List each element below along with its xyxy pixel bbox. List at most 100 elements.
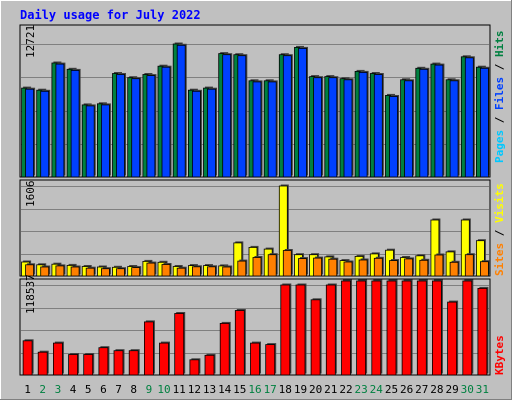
- bar-files-day-11: [176, 44, 186, 178]
- bar-files-day-12: [191, 90, 201, 178]
- bar-sites-day-20: [313, 257, 323, 277]
- bar-files-day-17: [267, 81, 277, 178]
- bar-sites-day-2: [40, 266, 50, 277]
- xtick-day-8: 8: [130, 383, 137, 396]
- xtick-day-22: 22: [339, 383, 352, 396]
- bar-kbytes-day-23: [356, 280, 367, 376]
- bar-sites-day-12: [191, 266, 201, 277]
- bar-files-day-31: [479, 67, 489, 178]
- bar-files-day-3: [55, 63, 65, 178]
- bar-sites-day-15: [237, 260, 247, 277]
- bar-kbytes-day-17: [265, 344, 276, 376]
- xtick-day-9: 9: [146, 383, 153, 396]
- bar-sites-day-29: [449, 261, 459, 277]
- bar-kbytes-day-13: [204, 354, 215, 376]
- ytick-kbytes: 118537: [24, 274, 37, 314]
- bar-files-day-26: [404, 80, 414, 178]
- bar-files-day-22: [343, 79, 353, 178]
- bar-sites-day-16: [252, 257, 262, 277]
- bar-sites-day-27: [419, 259, 429, 277]
- legend-pages: Pages: [493, 130, 506, 163]
- bar-files-day-13: [207, 88, 216, 178]
- bar-kbytes-day-26: [401, 280, 412, 376]
- bar-sites-day-10: [161, 264, 171, 277]
- bar-sites-day-28: [434, 254, 444, 277]
- bar-files-day-29: [449, 80, 459, 178]
- bar-kbytes-day-1: [22, 340, 33, 376]
- bar-files-day-18: [282, 55, 292, 178]
- xtick-day-28: 28: [430, 383, 443, 396]
- bar-files-day-24: [373, 74, 383, 178]
- bar-files-day-1: [25, 88, 35, 178]
- bar-files-day-5: [85, 105, 95, 178]
- xtick-day-10: 10: [157, 383, 170, 396]
- xtick-day-25: 25: [385, 383, 398, 396]
- legend-hits: Hits: [493, 31, 506, 58]
- bar-sites-day-9: [146, 262, 156, 277]
- bar-files-day-25: [389, 96, 398, 178]
- bar-sites-day-26: [404, 258, 414, 277]
- bar-kbytes-day-19: [295, 284, 306, 376]
- xtick-day-15: 15: [233, 383, 246, 396]
- bar-sites-day-18: [282, 250, 292, 277]
- bar-files-day-27: [419, 68, 429, 178]
- bar-files-day-14: [222, 54, 232, 178]
- xtick-day-1: 1: [24, 383, 31, 396]
- bar-files-day-30: [464, 57, 474, 178]
- bar-files-day-28: [434, 64, 444, 178]
- chart-title: Daily usage for July 2022: [20, 8, 201, 22]
- xtick-day-6: 6: [100, 383, 107, 396]
- bar-kbytes-day-2: [37, 351, 48, 376]
- bar-kbytes-day-25: [386, 280, 397, 376]
- bar-sites-day-1: [25, 264, 35, 277]
- bar-sites-day-19: [298, 258, 307, 277]
- xtick-day-4: 4: [70, 383, 77, 396]
- legend-hits-files: Pages / Files / Hits: [493, 31, 506, 164]
- bar-sites-day-25: [389, 260, 398, 277]
- bar-files-day-9: [146, 75, 156, 178]
- bar-kbytes-day-6: [98, 347, 109, 376]
- bar-kbytes-day-22: [341, 280, 351, 376]
- bar-kbytes-day-29: [447, 301, 458, 376]
- bar-kbytes-day-28: [431, 280, 442, 376]
- bar-sites-day-22: [343, 261, 353, 277]
- bar-sites-day-7: [116, 268, 125, 277]
- bar-files-day-19: [298, 48, 307, 178]
- bar-kbytes-day-9: [143, 321, 154, 376]
- xtick-day-24: 24: [370, 383, 384, 396]
- bar-sites-day-3: [55, 265, 65, 277]
- bar-files-day-7: [116, 74, 125, 178]
- xtick-day-29: 29: [445, 383, 458, 396]
- xtick-day-14: 14: [218, 383, 232, 396]
- bar-sites-day-11: [176, 267, 186, 277]
- bar-sites-day-30: [464, 254, 474, 277]
- legend-kbytes: KBytes: [493, 335, 506, 375]
- xtick-day-19: 19: [294, 383, 307, 396]
- xtick-day-23: 23: [354, 383, 367, 396]
- bar-kbytes-day-27: [416, 280, 427, 376]
- bar-sites-day-4: [70, 266, 80, 277]
- bar-kbytes-day-15: [234, 310, 245, 376]
- bar-kbytes-day-31: [477, 287, 488, 376]
- xtick-day-26: 26: [400, 383, 413, 396]
- bar-kbytes-day-4: [68, 354, 78, 376]
- bar-sites-day-14: [222, 266, 232, 277]
- ytick-visits-sites: 1606: [24, 181, 37, 208]
- xtick-day-7: 7: [115, 383, 122, 396]
- xtick-day-11: 11: [173, 383, 186, 396]
- xtick-day-30: 30: [461, 383, 474, 396]
- xtick-day-16: 16: [248, 383, 261, 396]
- bar-files-day-8: [131, 78, 141, 178]
- bar-files-day-4: [70, 70, 80, 178]
- bar-kbytes-day-7: [113, 350, 124, 376]
- bar-files-day-16: [252, 81, 262, 178]
- legend-visits: Visits: [493, 183, 506, 223]
- bar-kbytes-day-12: [189, 359, 200, 376]
- bar-kbytes-day-24: [371, 280, 382, 376]
- bar-kbytes-day-3: [53, 342, 63, 376]
- bar-kbytes-day-8: [128, 350, 139, 376]
- bar-sites-day-13: [207, 266, 216, 277]
- xtick-day-3: 3: [55, 383, 62, 396]
- bar-kbytes-day-14: [219, 322, 230, 376]
